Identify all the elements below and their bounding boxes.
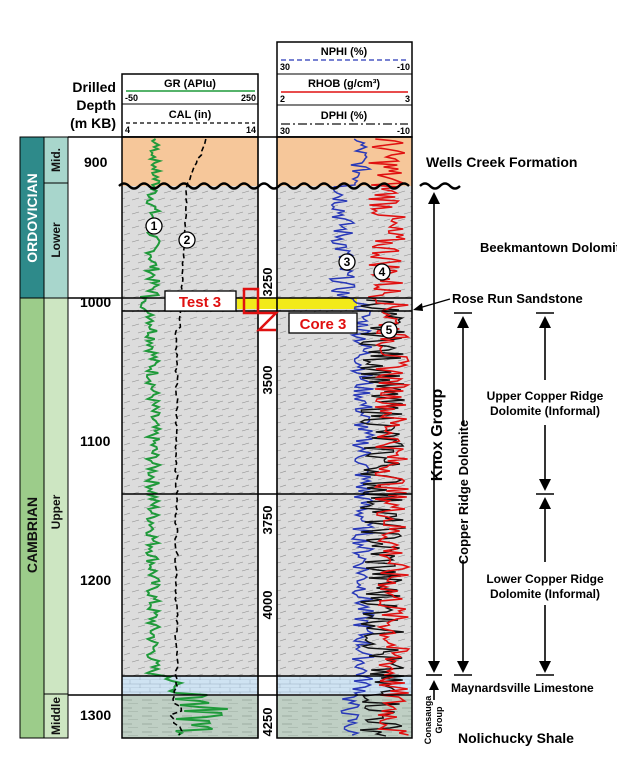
cal-header-label: CAL (in)	[169, 109, 212, 121]
maynardsville-label: Maynardsville Limestone	[451, 681, 594, 695]
gr-curve	[139, 138, 228, 736]
copper-ridge-label: Copper Ridge Dolomite	[456, 420, 471, 564]
dphi-max: -10	[397, 126, 410, 136]
gr-min: -50	[125, 93, 138, 103]
depth-column: Drilled Depth (m KB) 900 1000 1100 1200 …	[70, 79, 116, 723]
gr-max: 250	[241, 93, 256, 103]
core-interval-marker	[255, 311, 280, 332]
gr-header-label: GR (APIu)	[164, 78, 216, 90]
test-core-callouts: Test 3 Core 3	[164, 287, 358, 334]
marker-1: 1	[151, 219, 158, 233]
track-frames	[68, 136, 413, 739]
depth-tick-1300: 1300	[80, 707, 111, 723]
ft-tick-4250: 4250	[260, 708, 275, 737]
unconformity-line-right	[419, 182, 461, 190]
knox-group-label: Knox Group	[429, 389, 446, 482]
depth-header-line3: (m KB)	[70, 115, 116, 131]
middle-cambrian-epoch-band	[43, 693, 69, 739]
rhob-curve	[368, 138, 412, 736]
ft-tick-3750: 3750	[260, 506, 275, 535]
cambrian-period-band	[19, 297, 45, 739]
test-interval-bracket	[242, 287, 260, 315]
nphi-header-label: NPHI (%)	[321, 46, 368, 58]
marker-4: 4	[379, 265, 386, 279]
marker-2: 2	[184, 233, 191, 247]
ft-tick-3500: 3500	[260, 366, 275, 395]
cambrian-label: CAMBRIAN	[24, 497, 40, 573]
curve-markers: 1 2 3 4 5	[145, 217, 398, 339]
formation-annotations: Wells Creek Formation Beekmantown Dolomi…	[413, 154, 617, 746]
ft-tick-4000: 4000	[260, 591, 275, 620]
depth-tick-1000: 1000	[80, 294, 111, 310]
nphi-max: -10	[397, 62, 410, 72]
middle-epoch-label: Middle	[49, 697, 63, 735]
lower-epoch-label: Lower	[49, 222, 63, 258]
marker-3: 3	[344, 255, 351, 269]
marker-5: 5	[386, 323, 393, 337]
limestone-fill-track1	[122, 676, 258, 694]
chronostratigraphy-column: ORDOVICIAN CAMBRIAN Mid. Lower Upper Mid…	[19, 136, 69, 739]
rhob-max: 3	[405, 94, 410, 104]
conasauga-label-1: Conasauga	[423, 695, 433, 745]
depth-header-line2: Depth	[76, 97, 116, 113]
track1-header: GR (APIu) -50 250 CAL (in) 4 14	[121, 73, 259, 138]
feet-depth-labels: 3250 3500 3750 4000 4250	[260, 268, 275, 737]
ordovician-label: ORDOVICIAN	[24, 173, 40, 262]
upper-copper-label-1: Upper Copper Ridge	[487, 389, 604, 403]
limestone-fill-track2	[277, 676, 412, 694]
conasauga-label-2: Group	[434, 706, 444, 733]
upper-epoch-label: Upper	[49, 494, 63, 529]
cal-max: 14	[246, 125, 256, 135]
interval-arrows	[426, 192, 554, 700]
dphi-min: 30	[280, 126, 290, 136]
wells-creek-label: Wells Creek Formation	[426, 154, 577, 170]
ft-tick-3250: 3250	[260, 268, 275, 297]
rhob-min: 2	[280, 94, 285, 104]
track2-header: NPHI (%) 30 -10 RHOB (g/cm³) 2 3 DPHI (%…	[276, 41, 413, 138]
rose-run-sand-fill	[237, 298, 357, 309]
upper-copper-label-2: Dolomite (Informal)	[490, 404, 600, 418]
core-callout-label: Core 3	[300, 316, 347, 333]
cal-min: 4	[125, 125, 130, 135]
dolomite-fill-track1	[122, 186, 258, 676]
ordovician-period-band	[19, 136, 45, 299]
nphi-curve	[328, 138, 376, 736]
lower-copper-label-1: Lower Copper Ridge	[486, 572, 604, 586]
depth-tick-1200: 1200	[80, 572, 111, 588]
shale-fill-track1	[122, 696, 258, 738]
lower-copper-label-2: Dolomite (Informal)	[490, 587, 600, 601]
nolichucky-label: Nolichucky Shale	[458, 730, 574, 746]
depth-tick-1100: 1100	[80, 433, 111, 449]
dphi-header-label: DPHI (%)	[321, 110, 368, 122]
rose-run-label: Rose Run Sandstone	[452, 291, 583, 306]
rhob-header-label: RHOB (g/cm³)	[308, 78, 380, 90]
test-callout-label: Test 3	[179, 294, 221, 311]
unconformity-line	[118, 182, 410, 190]
nphi-min: 30	[280, 62, 290, 72]
mid-epoch-label: Mid.	[49, 148, 63, 172]
depth-tick-900: 900	[84, 154, 108, 170]
lower-ordovician-epoch-band	[43, 182, 69, 299]
depth-header-line1: Drilled	[72, 79, 116, 95]
beekmantown-label: Beekmantown Dolomite	[480, 240, 617, 255]
